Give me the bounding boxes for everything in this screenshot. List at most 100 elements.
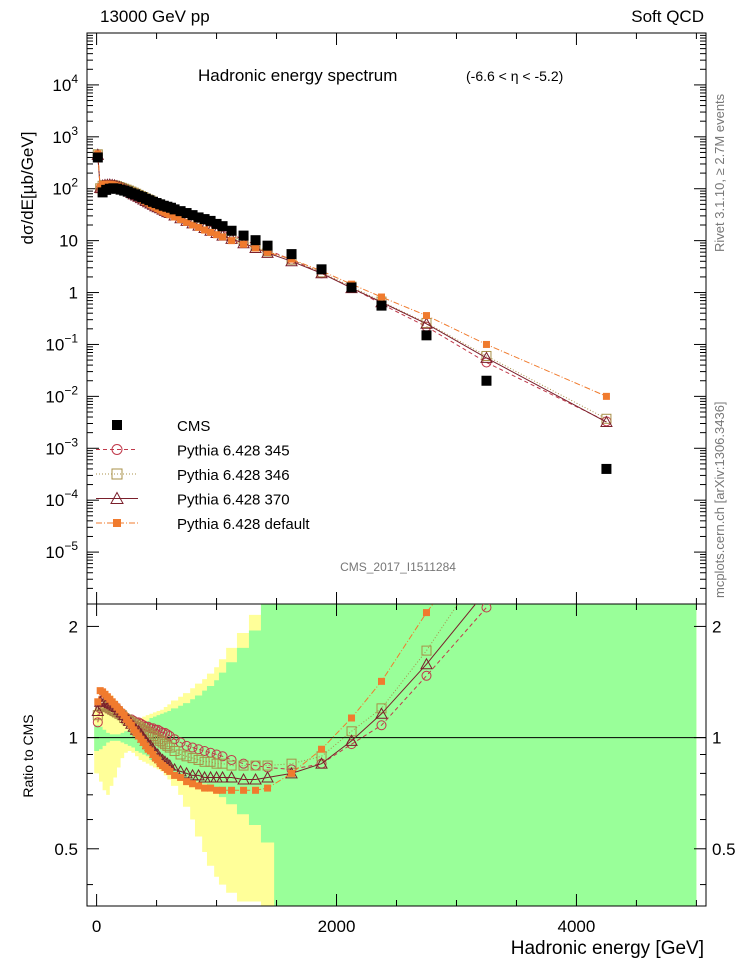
main-y-tick-label: 102: [52, 176, 78, 199]
legend: CMS Pythia 6.428 345 Pythia 6.428 346 Pythi…: [96, 418, 310, 533]
ratio-series-point: [199, 745, 210, 756]
ratio-series-point: [240, 786, 248, 794]
main-y-tick-exponent: 3: [71, 124, 78, 138]
legend-label: Pythia 6.428 default: [177, 516, 310, 533]
ratio-y-tick-label: 1: [69, 729, 78, 748]
main-y-tick-base: 10: [52, 180, 71, 199]
legend-marker: [111, 468, 123, 480]
stat-band-area: [94, 604, 697, 906]
ratio-bands: [94, 604, 697, 906]
main-y-tick-base: 10: [59, 232, 78, 251]
ratio-series-point: [177, 773, 185, 781]
legend-item: Pythia 6.428 default: [96, 516, 310, 533]
main-y-tick-base: 10: [45, 543, 64, 562]
main-series-point: [240, 240, 248, 248]
ratio-y-axis-label: Ratio to CMS: [20, 714, 36, 797]
ratio-series-point: [187, 742, 198, 753]
legend-label: Pythia 6.428 370: [177, 492, 290, 509]
ratio-y-tick-label-right: 0.5: [712, 840, 736, 859]
ratio-y-tick-label: 0.5: [54, 840, 78, 859]
main-y-tick-exponent: 4: [71, 72, 78, 86]
main-series-point: [207, 228, 215, 236]
ratio-series-point: [249, 772, 262, 785]
ratio-axis-ticks: [87, 604, 706, 906]
main-y-tick-base: 10: [45, 491, 64, 510]
main-y-tick-label: 10−2: [45, 383, 78, 406]
ratio-series-point: [318, 745, 326, 753]
ratio-series-point: [181, 740, 192, 751]
ratio-series-point: [226, 760, 237, 771]
main-y-tick-exponent: 2: [71, 176, 78, 190]
cms-data-point: [481, 375, 492, 386]
main-y-tick-label: 10−3: [45, 435, 78, 458]
main-y-tick-label: 1: [69, 284, 78, 303]
main-series-point: [201, 226, 209, 234]
ratio-series-point: [192, 768, 205, 781]
x-axis-label: Hadronic energy [GeV]: [511, 938, 704, 959]
cms-data-point: [376, 300, 387, 311]
main-y-tick-label: 10−4: [45, 487, 78, 510]
ratio-series-point: [315, 757, 328, 769]
main-axis-ticks: [87, 32, 706, 605]
ratio-series-point: [481, 585, 492, 595]
ratio-series-point: [187, 753, 198, 764]
main-series-point: [600, 415, 613, 428]
ratio-series-point: [420, 657, 433, 670]
legend-item: CMS: [112, 418, 210, 435]
ratio-series-point: [225, 770, 238, 783]
ratio-series-point: [195, 782, 203, 790]
main-series-point: [171, 213, 179, 221]
ratio-series-point: [91, 704, 105, 717]
legend-cms-marker: [112, 420, 122, 430]
ratio-series-point: [201, 784, 209, 792]
ratio-series-point: [175, 749, 186, 760]
ratio-y-tick-labels: 0.5 0.5 1 1 2 2: [54, 617, 735, 858]
main-y-tick-label: 103: [52, 124, 78, 147]
chart-subtitle: (-6.6 < η < -5.2): [466, 68, 563, 84]
ratio-series-point: [261, 770, 274, 783]
main-series-point: [288, 255, 296, 263]
main-series-point: [213, 231, 221, 239]
ratio-series-point: [376, 720, 387, 731]
cms-data-point: [226, 225, 237, 236]
main-series-point: [189, 221, 197, 229]
main-series-point: [177, 216, 185, 224]
cms-data-point: [286, 249, 297, 260]
ratio-series-point: [171, 771, 179, 779]
x-tick-label: 4000: [558, 917, 596, 936]
main-series-point: [219, 233, 227, 241]
cms-data-point: [316, 264, 327, 275]
main-y-tick-exponent: −1: [64, 331, 78, 345]
main-series-point: [195, 223, 203, 231]
ratio-series-point: [147, 747, 155, 755]
main-series-point: [420, 317, 433, 329]
ratio-series-point: [421, 670, 432, 681]
main-series-point: [166, 211, 174, 219]
ratio-series-group: [91, 529, 492, 794]
legend-item: Pythia 6.428 346: [96, 467, 290, 484]
ratio-series-point: [483, 529, 490, 536]
main-y-tick-label: 10: [59, 232, 78, 251]
main-series-point: [228, 237, 236, 245]
ratio-series-point: [250, 760, 261, 771]
ratio-series-point: [154, 756, 162, 764]
main-y-tick-base: 10: [45, 335, 64, 354]
main-y-tick-exponent: −2: [64, 383, 78, 397]
main-y-tick-label: 104: [52, 72, 78, 95]
cms-data-point: [181, 208, 192, 219]
main-series-point: [482, 340, 490, 348]
legend-marker: [113, 519, 121, 527]
cms-data-point: [238, 230, 249, 241]
ratio-series-point: [288, 769, 296, 777]
ratio-y-tick-label-right: 2: [712, 617, 721, 636]
chart-title: Hadronic energy spectrum: [198, 66, 397, 85]
main-series-point: [378, 293, 386, 301]
main-series-point: [602, 392, 610, 400]
main-y-tick-base: 10: [45, 439, 64, 458]
legend-marker: [111, 444, 123, 455]
ratio-series-point: [199, 756, 210, 767]
ratio-series-point: [169, 745, 180, 756]
main-y-tick-base: 1: [69, 284, 78, 303]
ratio-series-point: [348, 714, 356, 722]
